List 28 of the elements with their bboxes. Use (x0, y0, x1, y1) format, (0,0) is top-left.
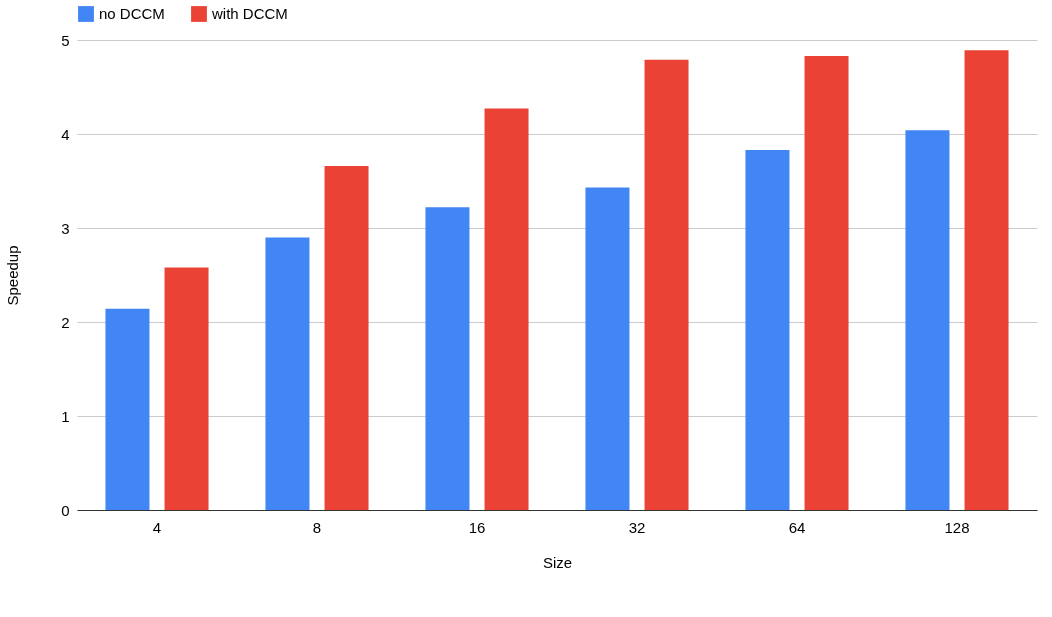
bar (425, 207, 470, 510)
x-tick-label: 128 (944, 518, 970, 536)
bar (804, 55, 849, 510)
y-tick-label: 1 (61, 407, 70, 425)
bar (105, 308, 150, 510)
bar (164, 267, 209, 510)
y-axis-title: Speedup (4, 245, 22, 306)
y-tick-label: 4 (61, 125, 70, 143)
legend-label: no DCCM (99, 5, 165, 22)
x-tick-label: 32 (628, 518, 646, 536)
bar (964, 50, 1009, 510)
x-tick-label: 8 (312, 518, 322, 536)
x-tick-label: 64 (788, 518, 806, 536)
bar (265, 237, 310, 510)
x-tick-label: 16 (468, 518, 486, 536)
legend-label: with DCCM (211, 5, 288, 22)
y-tick-label: 0 (61, 501, 70, 519)
y-tick-label: 2 (61, 313, 70, 331)
y-tick-label: 5 (61, 31, 70, 49)
bar (644, 59, 689, 510)
x-tick-label: 4 (152, 518, 162, 536)
x-axis-title: Size (542, 553, 573, 571)
bar (585, 187, 630, 510)
bar (484, 108, 529, 510)
y-tick-label: 3 (61, 219, 70, 237)
bar (745, 149, 790, 510)
bar (324, 165, 369, 510)
bar (905, 130, 950, 510)
